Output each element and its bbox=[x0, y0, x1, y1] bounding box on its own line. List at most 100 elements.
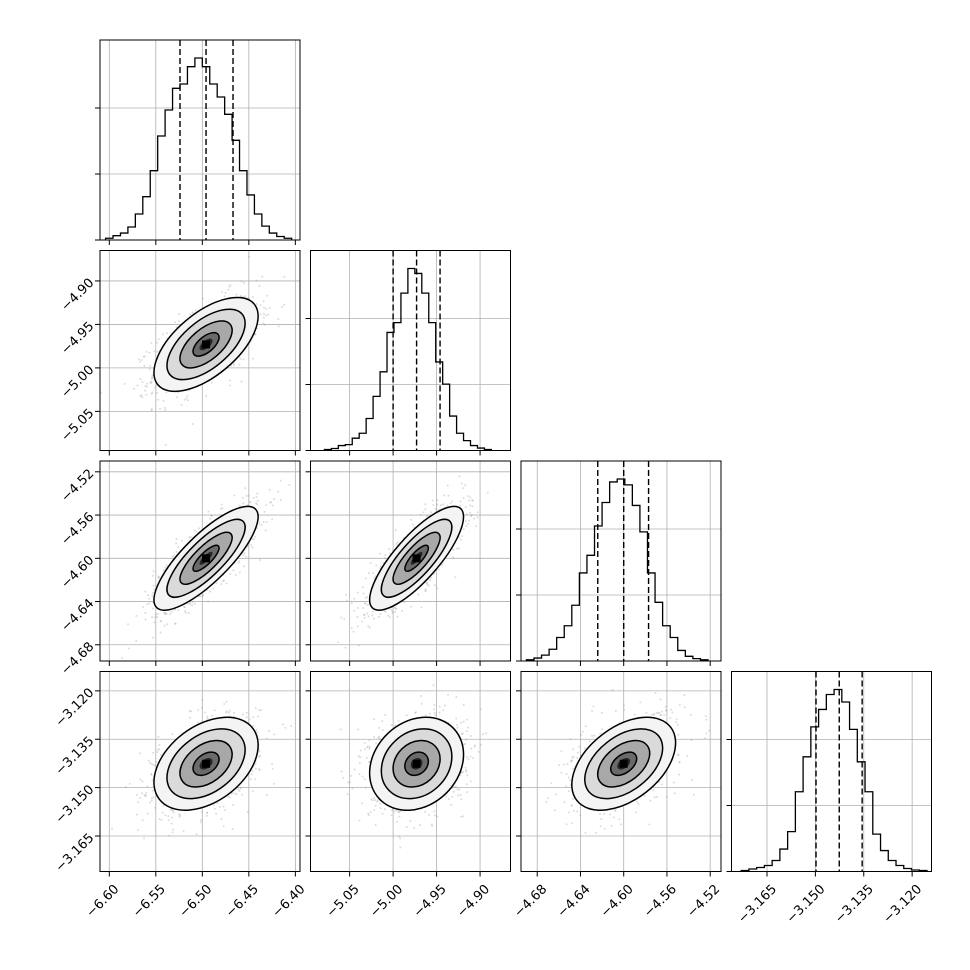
scatter-point bbox=[410, 605, 413, 608]
scatter-point bbox=[151, 592, 154, 595]
panel-content bbox=[111, 698, 293, 840]
scatter-point bbox=[141, 381, 144, 384]
scatter-point bbox=[124, 785, 127, 788]
scatter-point bbox=[446, 504, 449, 507]
scatter-point bbox=[251, 296, 254, 299]
histogram-bar bbox=[401, 293, 408, 450]
scatter-point bbox=[187, 399, 190, 402]
scatter-point bbox=[232, 362, 235, 365]
scatter-point bbox=[193, 602, 196, 605]
scatter-point bbox=[159, 407, 162, 410]
scatter-point bbox=[209, 517, 212, 520]
histogram-step-line bbox=[104, 57, 293, 240]
scatter-point bbox=[223, 702, 226, 705]
scatter-point bbox=[260, 709, 263, 712]
scatter-point bbox=[460, 816, 463, 819]
peak-marker bbox=[412, 554, 421, 563]
scatter-point bbox=[138, 358, 141, 361]
scatter-point bbox=[156, 613, 159, 616]
scatter-point bbox=[228, 796, 231, 799]
scatter-point bbox=[150, 380, 153, 383]
scatter-point bbox=[468, 519, 471, 522]
scatter-point bbox=[251, 790, 254, 793]
y-tick-label: −3.150 bbox=[53, 782, 98, 827]
scatter-point bbox=[280, 305, 283, 308]
scatter-point bbox=[373, 617, 376, 620]
scatter-point bbox=[411, 523, 414, 526]
scatter-point bbox=[141, 396, 144, 399]
scatter-point bbox=[225, 710, 228, 713]
scatter-point bbox=[221, 506, 224, 509]
grid bbox=[310, 250, 511, 451]
scatter-point bbox=[171, 733, 174, 736]
scatter-point bbox=[206, 811, 209, 814]
panel-content bbox=[337, 448, 503, 649]
scatter-point bbox=[263, 306, 266, 309]
contour-line bbox=[192, 544, 220, 573]
scatter-point bbox=[383, 557, 386, 560]
scatter-point bbox=[228, 285, 231, 288]
scatter-point bbox=[441, 563, 444, 566]
scatter-point bbox=[446, 484, 449, 487]
histogram-panel-2 bbox=[310, 250, 511, 451]
scatter-point bbox=[235, 793, 238, 796]
scatter-point bbox=[364, 596, 367, 599]
scatter-point bbox=[156, 392, 159, 395]
scatter-point bbox=[157, 576, 160, 579]
scatter-point bbox=[256, 492, 259, 495]
histogram-bar bbox=[873, 834, 881, 871]
contour-line bbox=[153, 716, 259, 811]
scatter-point bbox=[442, 503, 445, 506]
histogram-bar bbox=[663, 626, 671, 661]
scatter-point bbox=[262, 521, 265, 524]
contour-line bbox=[192, 751, 220, 777]
histogram-bar bbox=[240, 171, 247, 240]
scatter-point bbox=[462, 487, 465, 490]
scatter-point bbox=[174, 622, 177, 625]
scatter-point bbox=[364, 602, 367, 605]
scatter-point bbox=[420, 606, 423, 609]
scatter-point bbox=[177, 609, 180, 612]
scatter-point bbox=[136, 384, 139, 387]
scatter-point bbox=[144, 618, 147, 621]
scatter-point bbox=[153, 350, 156, 353]
y-tick-label: −4.90 bbox=[59, 276, 98, 315]
scatter-point bbox=[368, 626, 371, 629]
scatter-point bbox=[211, 714, 214, 717]
scatter-point bbox=[187, 612, 190, 615]
scatter-point bbox=[145, 791, 148, 794]
scatter-point bbox=[191, 604, 194, 607]
scatter-point bbox=[182, 605, 185, 608]
scatter-point bbox=[473, 517, 476, 520]
scatter-point bbox=[150, 408, 153, 411]
scatter-point bbox=[233, 792, 236, 795]
scatter-point bbox=[260, 523, 263, 526]
scatter-point bbox=[111, 827, 114, 830]
scatter-point bbox=[195, 530, 198, 533]
axes-frame bbox=[310, 250, 511, 451]
scatter-point bbox=[470, 515, 473, 518]
scatter-point bbox=[417, 593, 420, 596]
scatter-point bbox=[139, 395, 142, 398]
scatter-point bbox=[222, 579, 225, 582]
scatter-point bbox=[461, 535, 464, 538]
axes-frame bbox=[99, 39, 301, 241]
scatter-point bbox=[250, 544, 253, 547]
scatter-point bbox=[250, 773, 253, 776]
scatter-point bbox=[262, 316, 265, 319]
histogram-bar bbox=[610, 482, 618, 661]
scatter-point bbox=[254, 778, 257, 781]
scatter-point bbox=[238, 560, 241, 563]
scatter-point bbox=[170, 610, 173, 613]
histogram-bar bbox=[640, 532, 648, 661]
scatter-point bbox=[178, 815, 181, 818]
scatter-point bbox=[258, 768, 261, 771]
scatter-point bbox=[201, 297, 204, 300]
axes-frame bbox=[99, 460, 301, 662]
scatter-point bbox=[501, 448, 503, 450]
scatter-point bbox=[197, 721, 200, 724]
scatter-point bbox=[151, 391, 154, 394]
scatter-point bbox=[419, 513, 422, 516]
scatter-point bbox=[206, 715, 209, 718]
scatter-point bbox=[476, 516, 479, 519]
